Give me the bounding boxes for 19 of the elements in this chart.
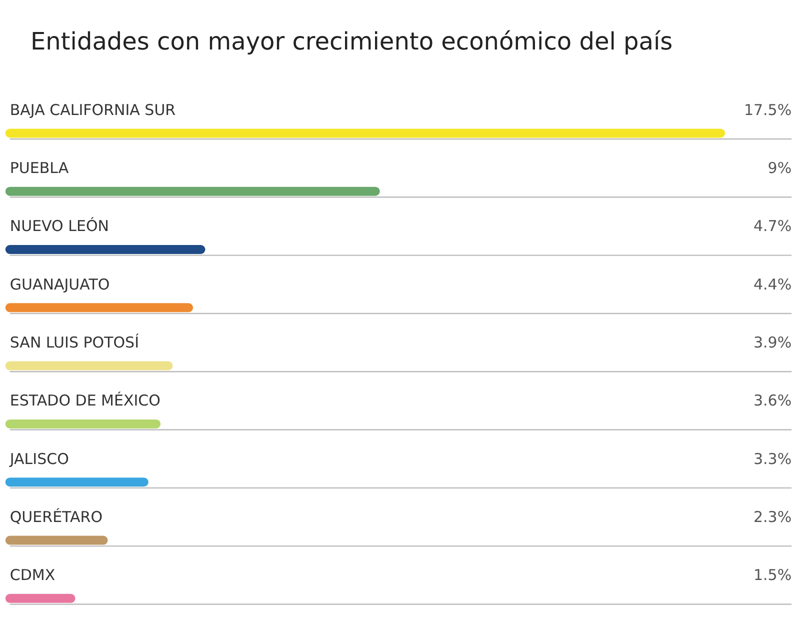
y-tick-label: JALISCO <box>8 450 69 468</box>
y-tick-label: ESTADO DE MÉXICO <box>10 392 160 410</box>
y-tick-label: SAN LUIS POTOSÍ <box>10 334 140 352</box>
data-label: 3.6% <box>753 392 792 410</box>
data-label: 17.5% <box>744 100 792 119</box>
data-label: 1.5% <box>753 566 792 584</box>
data-label: 9% <box>768 159 792 178</box>
y-tick-label: PUEBLA <box>10 159 70 178</box>
chart-title: Entidades con mayor crecimiento económico del país <box>30 28 673 56</box>
data-label: 2.3% <box>753 508 792 526</box>
data-label: 3.9% <box>753 334 792 352</box>
y-tick-label: NUEVO LEÓN <box>10 217 110 236</box>
y-tick-label: GUANAJUATO <box>10 275 110 294</box>
data-label: 4.4% <box>753 275 792 294</box>
y-tick-label: CDMX <box>10 566 56 584</box>
y-tick-label: BAJA CALIFORNIA SUR <box>10 100 176 119</box>
y-tick-label: QUERÉTARO <box>10 508 103 526</box>
data-label: 4.7% <box>753 217 792 236</box>
data-label: 3.3% <box>753 450 792 468</box>
